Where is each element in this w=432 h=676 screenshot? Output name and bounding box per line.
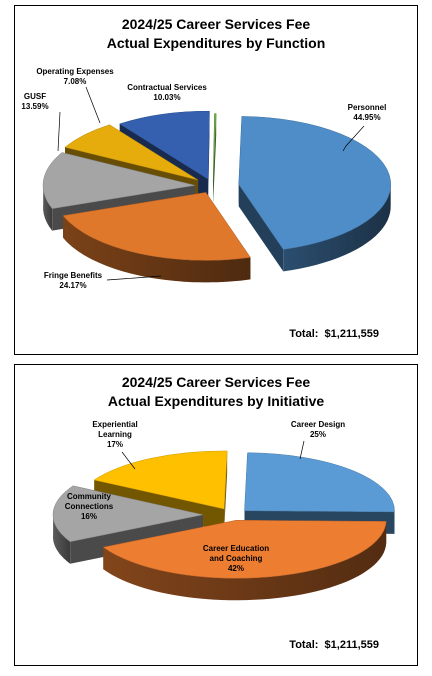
svg-text:Personnel: Personnel bbox=[348, 103, 387, 112]
chart1-title: 2024/25 Career Services Fee bbox=[121, 16, 311, 32]
svg-text:GUSF: GUSF bbox=[24, 92, 46, 101]
svg-text:Learning: Learning bbox=[98, 430, 132, 439]
chart2-total-value: $1,211,559 bbox=[324, 639, 379, 651]
svg-text:24.17%: 24.17% bbox=[59, 281, 86, 290]
pie-slice-career-education-and-coaching bbox=[102, 520, 387, 601]
svg-text:Career Education: Career Education bbox=[203, 544, 269, 553]
chart2-subtitle: Actual Expenditures by Initiative bbox=[107, 393, 325, 409]
svg-text:Operating Expenses: Operating Expenses bbox=[36, 67, 114, 76]
pie-slice-personnel bbox=[238, 116, 391, 272]
chart2-total: Total: $1,211,559 bbox=[289, 639, 379, 651]
svg-text:13.59%: 13.59% bbox=[21, 102, 48, 111]
chart1-total: Total: $1,211,559 bbox=[289, 328, 379, 340]
pie-slice-fringe-benefits bbox=[62, 192, 251, 283]
svg-text:Career Design: Career Design bbox=[291, 420, 345, 429]
svg-text:and Coaching: and Coaching bbox=[210, 554, 263, 563]
svg-text:7.08%: 7.08% bbox=[64, 77, 87, 86]
svg-text:25%: 25% bbox=[310, 430, 326, 439]
chart1-total-value: $1,211,559 bbox=[324, 328, 379, 340]
svg-text:Community: Community bbox=[67, 492, 112, 501]
svg-text:Contractual Services: Contractual Services bbox=[127, 83, 207, 92]
svg-text:42%: 42% bbox=[228, 564, 244, 573]
svg-text:10.03%: 10.03% bbox=[153, 93, 180, 102]
initiative-chart-panel: 2024/25 Career Services Fee Actual Expen… bbox=[14, 364, 418, 666]
chart2-total-label: Total: bbox=[289, 639, 319, 651]
svg-text:16%: 16% bbox=[81, 512, 97, 521]
chart1-subtitle: Actual Expenditures by Function bbox=[106, 35, 326, 51]
svg-text:Experiential: Experiential bbox=[92, 420, 137, 429]
svg-text:17%: 17% bbox=[107, 440, 123, 449]
pie-slice-minor-5 bbox=[212, 113, 217, 204]
chart1-total-label: Total: bbox=[289, 328, 319, 340]
svg-text:44.95%: 44.95% bbox=[353, 113, 380, 122]
function-chart-panel: 2024/25 Career Services Fee Actual Expen… bbox=[14, 5, 418, 355]
svg-text:Connections: Connections bbox=[65, 502, 114, 511]
chart2-title: 2024/25 Career Services Fee bbox=[121, 374, 311, 390]
svg-text:Fringe Benefits: Fringe Benefits bbox=[44, 271, 103, 280]
